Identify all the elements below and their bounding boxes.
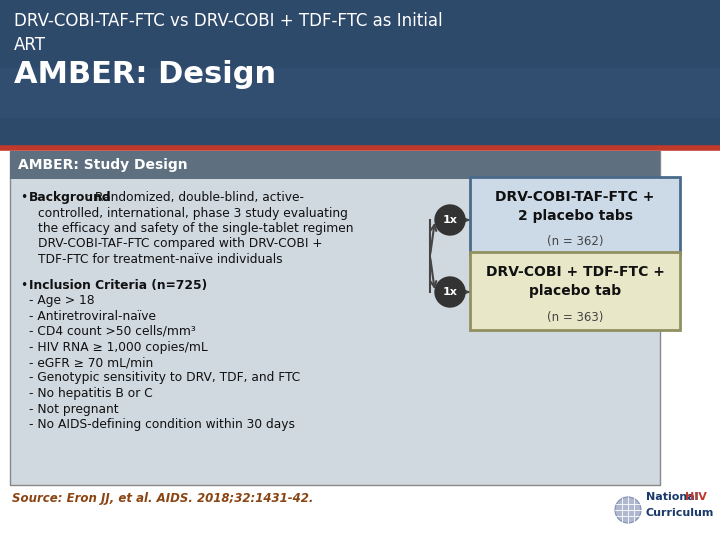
Text: - CD4 count >50 cells/mm³: - CD4 count >50 cells/mm³ [29, 325, 196, 338]
Text: controlled, international, phase 3 study evaluating: controlled, international, phase 3 study… [38, 206, 348, 219]
Text: AMBER: Study Design: AMBER: Study Design [18, 158, 188, 172]
Text: HIV: HIV [685, 492, 707, 502]
Text: •: • [20, 191, 27, 204]
Text: (n = 362): (n = 362) [546, 235, 603, 248]
Text: •: • [20, 279, 27, 292]
Text: 1x: 1x [443, 287, 457, 297]
FancyBboxPatch shape [10, 151, 660, 485]
Text: Inclusion Criteria (n=725): Inclusion Criteria (n=725) [29, 279, 207, 292]
Text: - Not pregnant: - Not pregnant [29, 402, 119, 415]
Text: Background: Background [29, 191, 112, 204]
Circle shape [615, 497, 641, 523]
Text: - Antiretroviral-naïve: - Antiretroviral-naïve [29, 309, 156, 322]
Text: : Randomized, double-blind, active-: : Randomized, double-blind, active- [87, 191, 304, 204]
Text: - No AIDS-defining condition within 30 days: - No AIDS-defining condition within 30 d… [29, 418, 295, 431]
Text: DRV-COBI-TAF-FTC vs DRV-COBI + TDF-FTC as Initial: DRV-COBI-TAF-FTC vs DRV-COBI + TDF-FTC a… [14, 12, 443, 30]
Text: DRV-COBI-TAF-FTC +
2 placebo tabs: DRV-COBI-TAF-FTC + 2 placebo tabs [495, 190, 654, 224]
Circle shape [435, 205, 465, 235]
Text: (n = 363): (n = 363) [546, 310, 603, 323]
Text: ART: ART [14, 36, 46, 54]
FancyBboxPatch shape [0, 68, 720, 118]
Text: - HIV RNA ≥ 1,000 copies/mL: - HIV RNA ≥ 1,000 copies/mL [29, 341, 208, 354]
Text: AMBER: Design: AMBER: Design [14, 60, 276, 89]
FancyBboxPatch shape [470, 177, 680, 255]
Text: - Age > 18: - Age > 18 [29, 294, 94, 307]
FancyBboxPatch shape [0, 0, 720, 148]
Text: - eGFR ≥ 70 mL/min: - eGFR ≥ 70 mL/min [29, 356, 153, 369]
Text: DRV-COBI-TAF-FTC compared with DRV-COBI +: DRV-COBI-TAF-FTC compared with DRV-COBI … [38, 238, 323, 251]
Text: Curriculum: Curriculum [646, 508, 714, 518]
Text: - Genotypic sensitivity to DRV, TDF, and FTC: - Genotypic sensitivity to DRV, TDF, and… [29, 372, 300, 384]
Text: 1x: 1x [443, 215, 457, 225]
Circle shape [435, 277, 465, 307]
Text: Source: Eron JJ, et al. AIDS. 2018;32:1431-42.: Source: Eron JJ, et al. AIDS. 2018;32:14… [12, 492, 313, 505]
Text: - No hepatitis B or C: - No hepatitis B or C [29, 387, 153, 400]
Text: National: National [646, 492, 703, 502]
FancyBboxPatch shape [470, 252, 680, 330]
FancyBboxPatch shape [10, 151, 660, 179]
Text: DRV-COBI + TDF-FTC +
placebo tab: DRV-COBI + TDF-FTC + placebo tab [485, 265, 665, 299]
Text: the efficacy and safety of the single-tablet regimen: the efficacy and safety of the single-ta… [38, 222, 354, 235]
Text: TDF-FTC for treatment-naïve individuals: TDF-FTC for treatment-naïve individuals [38, 253, 283, 266]
